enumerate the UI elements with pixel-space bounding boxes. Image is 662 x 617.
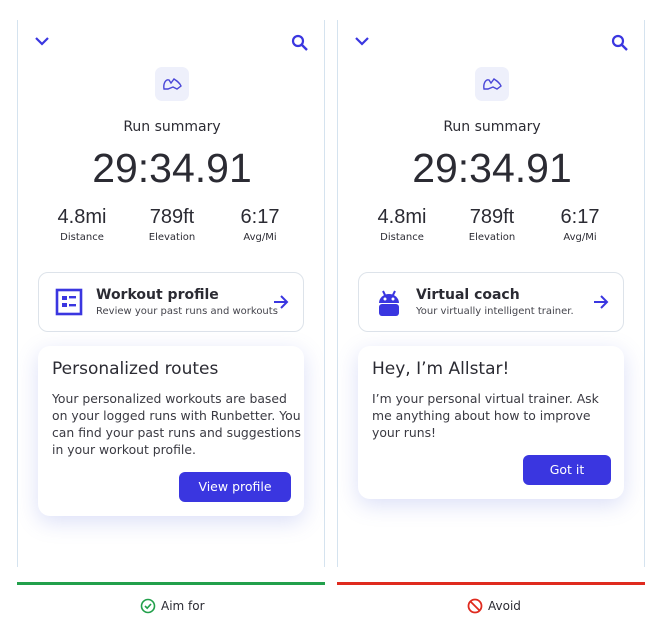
- stat-value: 4.8mi: [377, 206, 427, 228]
- app-icon-part: [155, 67, 189, 101]
- run-time: 29:34.91: [412, 145, 572, 191]
- stat-value: 4.8mi: [57, 206, 107, 228]
- search-button-part: [291, 34, 305, 48]
- stat-value: 789ft: [469, 206, 515, 228]
- stat-label: Elevation: [468, 232, 516, 243]
- search-button-part: [301, 44, 308, 51]
- verdict-icon-part: [469, 600, 481, 612]
- stat-label: Avg/Mi: [243, 232, 277, 243]
- app-icon-part: [475, 67, 509, 101]
- card-arrow-part: [274, 295, 289, 309]
- verdict-icon: [467, 598, 483, 614]
- card-icon: [55, 288, 83, 318]
- popup-body-line: I’m your personal virtual trainer. Ask: [372, 391, 599, 406]
- stat-label: Distance: [60, 232, 104, 243]
- verdict-icon-part: [140, 598, 156, 614]
- search-button-part: [291, 34, 308, 51]
- card-icon-part: [379, 304, 399, 316]
- phone-panel: [17, 20, 325, 567]
- card-icon-part: [55, 288, 83, 316]
- search-button-part: [611, 34, 625, 48]
- stat-label: Elevation: [148, 232, 196, 243]
- card-icon-part: [69, 304, 76, 307]
- popup-body-line: Your personalized workouts are based: [52, 391, 287, 406]
- popup-body-line: can find your past runs and suggestions: [52, 425, 301, 440]
- search-button-part: [621, 44, 628, 51]
- card-icon-part: [69, 296, 76, 299]
- card-arrow-part: [274, 295, 289, 309]
- card-title: Virtual coach: [416, 287, 520, 303]
- stat-label: Distance: [380, 232, 424, 243]
- card-arrow: [592, 294, 610, 310]
- card-icon-part: [391, 297, 395, 301]
- app-icon: [155, 67, 189, 101]
- verdict-icon-part: [144, 603, 152, 610]
- stat-value: 6:17: [240, 206, 280, 228]
- collapse-button-part: [35, 37, 49, 46]
- collapse-button-part: [355, 37, 369, 46]
- card-arrow-part: [594, 295, 609, 309]
- search-button-part: [611, 34, 628, 51]
- popup-body-line: on your logged runs with Runbetter. You: [52, 408, 301, 423]
- app-icon-part: [155, 67, 189, 101]
- card-icon-part: [62, 296, 67, 300]
- popup-title: Personalized routes: [52, 359, 219, 379]
- collapse-button-part: [35, 37, 49, 46]
- collapse-button[interactable]: [353, 34, 371, 50]
- app-icon-part: [163, 78, 182, 90]
- search-button[interactable]: [291, 34, 309, 52]
- verdict-icon-part: [140, 598, 156, 614]
- feature-card[interactable]: [38, 272, 304, 332]
- card-icon-part: [379, 294, 399, 303]
- card-subtitle: Your virtually intelligent trainer.: [416, 306, 574, 317]
- collapse-button[interactable]: [33, 34, 51, 50]
- popup-body-line: in your workout profile.: [52, 442, 196, 457]
- verdict-label: Avoid: [488, 599, 521, 613]
- phone-panel: [337, 20, 645, 567]
- card-title: Workout profile: [96, 287, 219, 303]
- card-icon-part: [55, 288, 83, 316]
- popup-body-line: me anything about how to improve: [372, 408, 591, 423]
- popup-button[interactable]: Got it: [523, 455, 611, 485]
- card-arrow-part: [594, 295, 609, 309]
- verdict-bar: [17, 582, 325, 585]
- card-icon-part: [383, 297, 387, 301]
- card-icon-part: [379, 290, 399, 316]
- verdict-icon: [140, 598, 156, 614]
- card-icon: [375, 288, 403, 318]
- search-button[interactable]: [611, 34, 629, 52]
- stat-value: 789ft: [149, 206, 195, 228]
- verdict-icon-part: [467, 598, 483, 614]
- verdict-icon-part: [467, 598, 483, 614]
- verdict-bar: [337, 582, 645, 585]
- app-icon: [475, 67, 509, 101]
- popup-button[interactable]: View profile: [179, 472, 291, 502]
- card-icon-part: [382, 290, 396, 296]
- run-time: 29:34.91: [92, 145, 252, 191]
- app-icon-part: [483, 78, 502, 90]
- stat-label: Avg/Mi: [563, 232, 597, 243]
- feature-card[interactable]: [358, 272, 624, 332]
- collapse-button-part: [355, 37, 369, 46]
- card-icon-part: [62, 303, 67, 307]
- card-subtitle: Review your past runs and workouts: [96, 306, 278, 317]
- popup-body-line: your runs!: [372, 425, 437, 440]
- summary-heading: Run summary: [123, 119, 221, 135]
- summary-heading: Run summary: [443, 119, 541, 135]
- stat-value: 6:17: [560, 206, 600, 228]
- app-icon-part: [475, 67, 509, 101]
- popup-title: Hey, I’m Allstar!: [372, 359, 510, 379]
- verdict-label: Aim for: [161, 599, 205, 613]
- card-arrow: [272, 294, 290, 310]
